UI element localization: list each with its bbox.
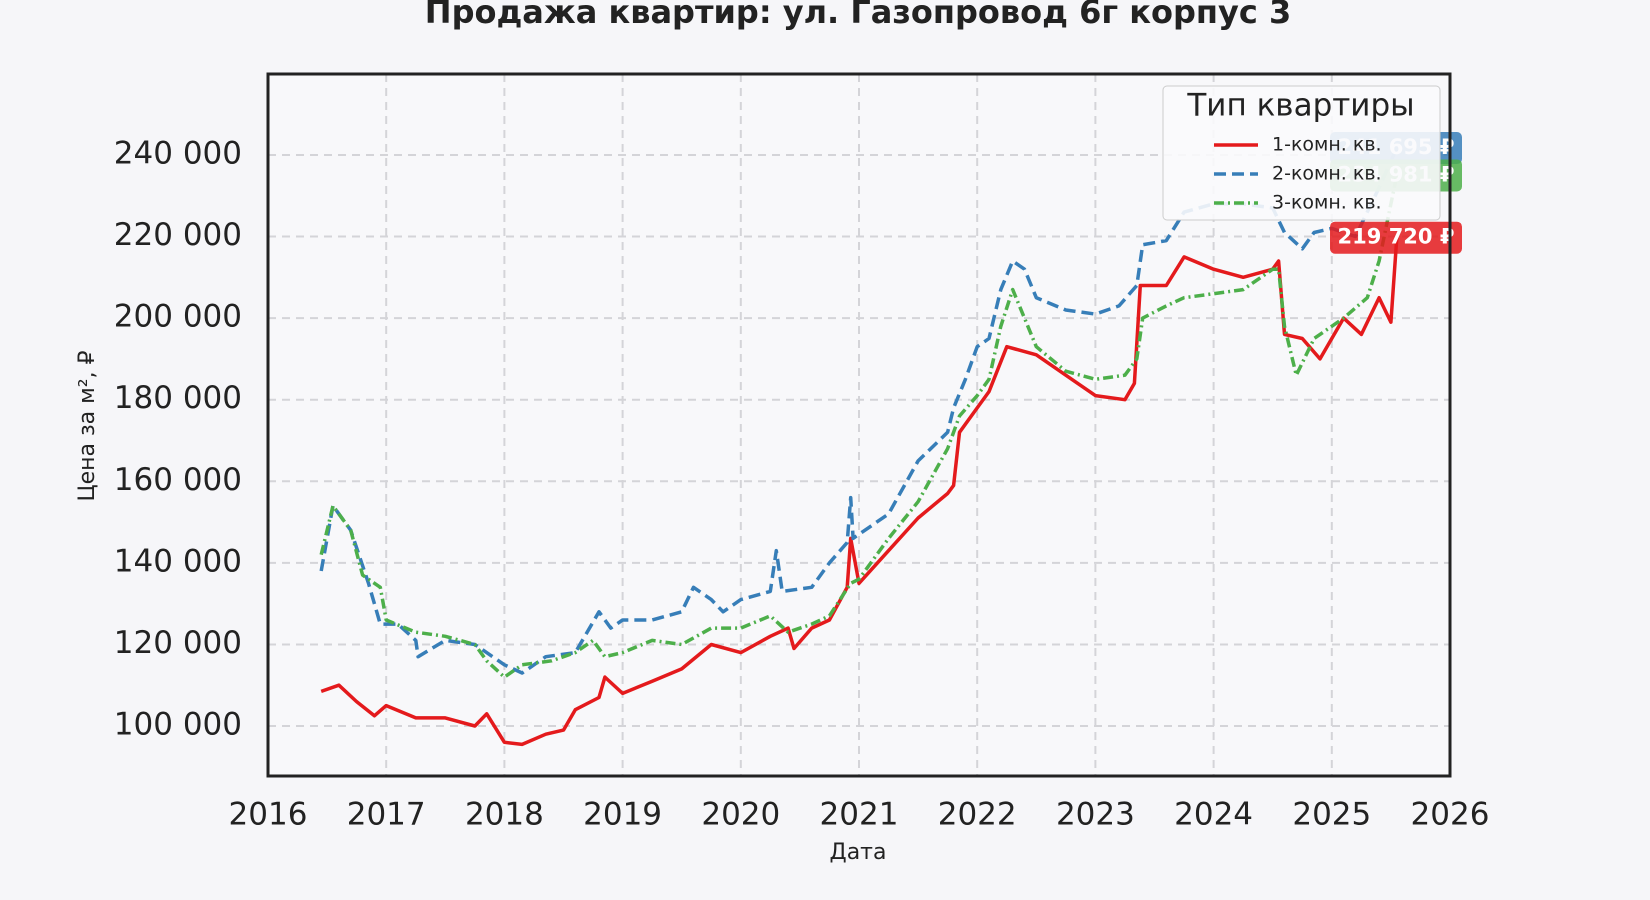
x-tick-label: 2021 [820, 797, 899, 833]
value-label-bg [1330, 221, 1462, 254]
x-tick-label: 2020 [701, 797, 780, 833]
series-line [320, 237, 1399, 747]
x-tick-label: 2023 [1056, 797, 1135, 833]
y-tick-label: 200 000 [114, 299, 242, 335]
legend-label: 2-комн. кв. [1272, 163, 1382, 185]
y-axis-label: Цена за м², ₽ [75, 350, 100, 501]
x-tick-label: 2022 [938, 797, 1017, 833]
series-line [319, 175, 1399, 679]
x-tick-label: 2016 [229, 797, 308, 833]
x-tick-label: 2024 [1174, 797, 1253, 833]
value-label: 219 720 ₽ [1338, 225, 1455, 249]
legend: Тип квартиры 1-комн. кв. 2-комн. кв. 3-ком… [1162, 85, 1441, 221]
y-tick-label: 240 000 [114, 135, 242, 171]
legend-title: Тип квартиры [1186, 88, 1414, 124]
x-tick-label: 2026 [1411, 797, 1490, 833]
legend-box [1162, 85, 1441, 221]
lines [319, 147, 1399, 747]
y-tick-label: 160 000 [114, 462, 242, 498]
x-tick-label: 2019 [583, 797, 662, 833]
plot-frame [266, 72, 1452, 778]
legend-label: 3-комн. кв. [1272, 192, 1382, 214]
x-tick-label: 2025 [1292, 797, 1371, 833]
x-tick-label: 2017 [347, 797, 426, 833]
y-tick-label: 140 000 [114, 543, 242, 579]
y-tick-label: 120 000 [114, 625, 242, 661]
y-tick-label: 180 000 [114, 380, 242, 416]
legend-label: 1-комн. кв. [1272, 134, 1382, 156]
series-line [319, 147, 1399, 675]
chart-title: Продажа квартир: ул. Газопровод 6г корпу… [425, 0, 1291, 31]
x-tick-label: 2018 [465, 797, 544, 833]
x-axis-label: Дата [830, 840, 887, 865]
y-tick-label: 220 000 [114, 217, 242, 253]
y-tick-label: 100 000 [114, 707, 242, 743]
